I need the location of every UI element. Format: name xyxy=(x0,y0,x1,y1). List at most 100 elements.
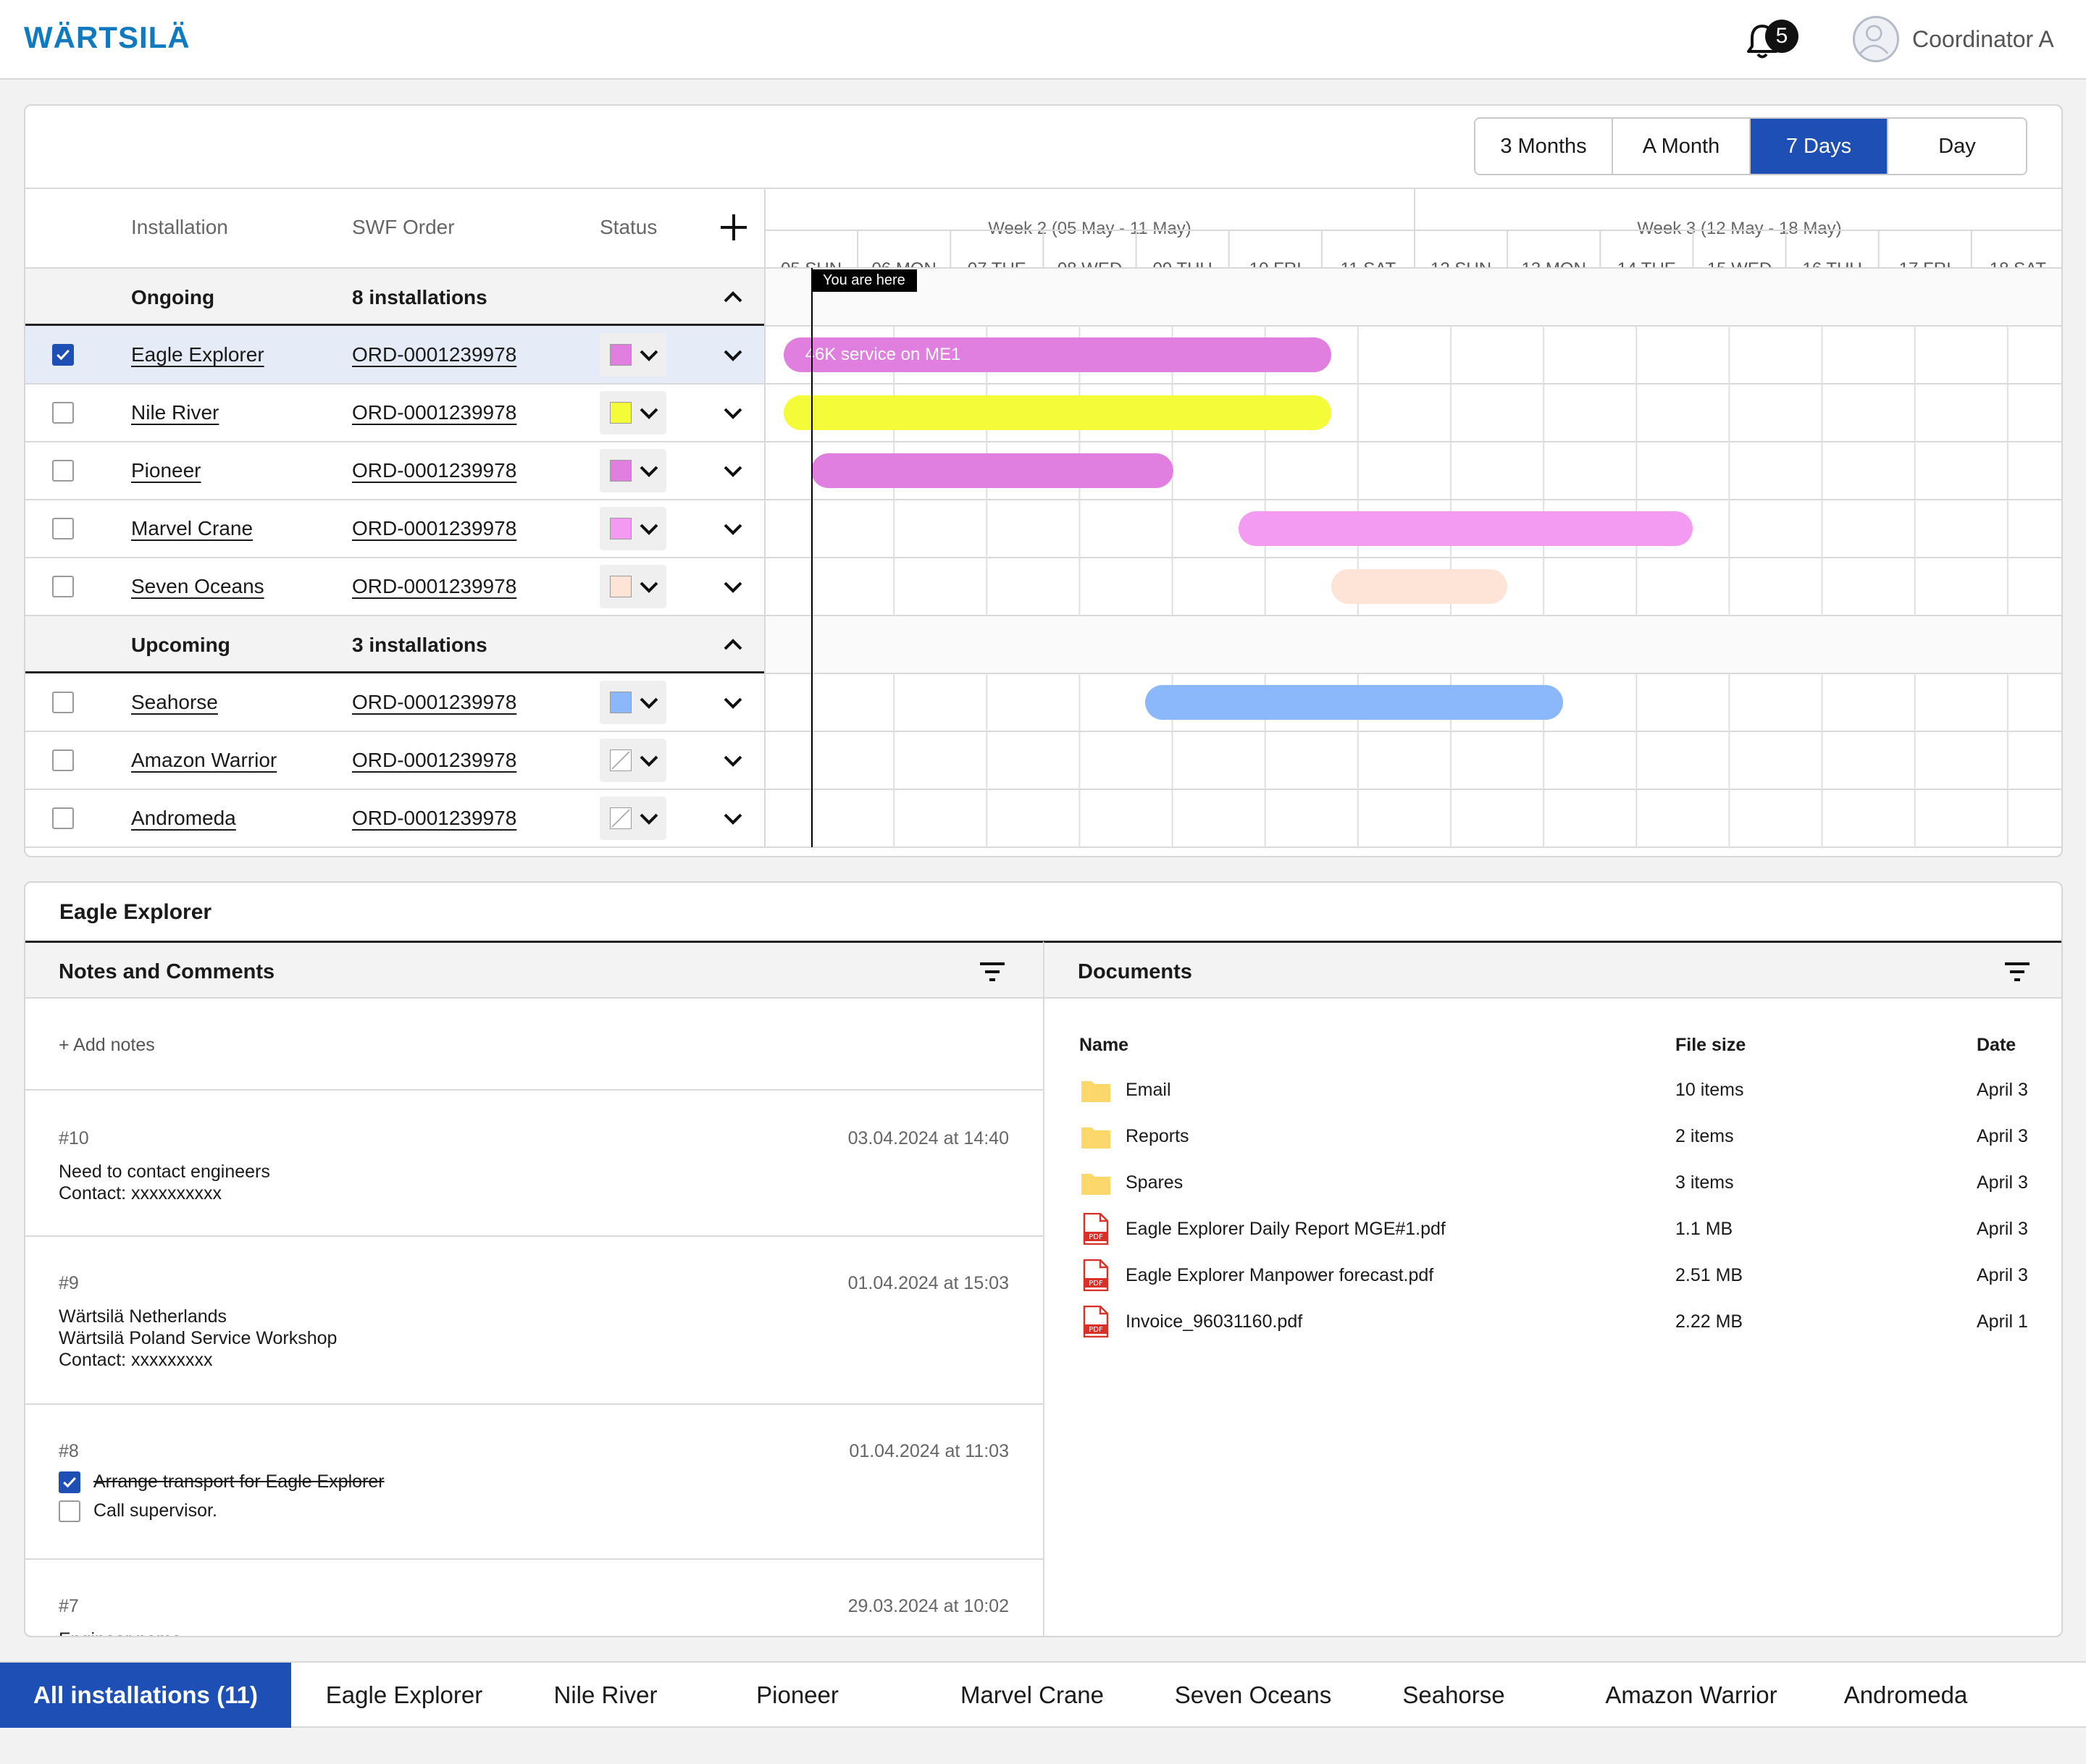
expand-row-chevron-icon[interactable] xyxy=(721,459,745,482)
group-row-upcoming[interactable]: Upcoming 3 installations xyxy=(25,616,765,673)
chevron-up-icon[interactable] xyxy=(721,633,745,656)
doc-column-size[interactable]: File size xyxy=(1675,1035,1746,1055)
installation-name-link[interactable]: Amazon Warrior xyxy=(131,749,277,771)
tab-seven-oceans[interactable]: Seven Oceans xyxy=(1174,1681,1332,1708)
swf-order-link[interactable]: ORD-0001239978 xyxy=(352,807,517,829)
range-day[interactable]: Day xyxy=(1888,119,2026,174)
row-checkbox[interactable] xyxy=(52,692,74,713)
note-item[interactable]: #8 01.04.2024 at 11:03 Arrange transport… xyxy=(25,1403,1043,1558)
schedule-bar[interactable] xyxy=(1145,685,1564,720)
avatar[interactable] xyxy=(1853,16,1899,62)
app-header: WÄRTSILÄ 5 Coordinator A xyxy=(0,0,2086,80)
schedule-bar[interactable] xyxy=(1238,511,1693,546)
installation-name-link[interactable]: Seven Oceans xyxy=(131,575,264,597)
note-item[interactable]: #7 29.03.2024 at 10:02 Engineer name xyxy=(25,1558,1043,1636)
doc-name[interactable]: Eagle Explorer Daily Report MGE#1.pdf xyxy=(1126,1219,1446,1239)
schedule-bar[interactable] xyxy=(811,453,1173,488)
tab-marvel-crane[interactable]: Marvel Crane xyxy=(960,1681,1105,1708)
filter-icon[interactable] xyxy=(979,960,1006,983)
installation-row[interactable]: Pioneer ORD-0001239978 xyxy=(25,442,765,500)
range-3-months[interactable]: 3 Months xyxy=(1475,119,1613,174)
tab-andromeda[interactable]: Andromeda xyxy=(1843,1681,1968,1708)
status-color-picker[interactable] xyxy=(600,739,666,782)
tab-nile-river[interactable]: Nile River xyxy=(553,1681,658,1708)
schedule-bar[interactable]: 46K service on ME1 xyxy=(783,337,1331,372)
column-installation[interactable]: Installation xyxy=(131,216,228,238)
tab-amazon-warrior[interactable]: Amazon Warrior xyxy=(1605,1681,1777,1708)
doc-name[interactable]: Email xyxy=(1126,1080,1171,1100)
row-checkbox[interactable] xyxy=(52,402,74,424)
column-status[interactable]: Status xyxy=(600,216,658,238)
range-7-days[interactable]: 7 Days xyxy=(1751,119,1888,174)
expand-row-chevron-icon[interactable] xyxy=(721,401,745,424)
todo-checkbox[interactable] xyxy=(59,1471,80,1493)
row-checkbox[interactable] xyxy=(52,344,74,366)
installation-name-link[interactable]: Eagle Explorer xyxy=(131,343,264,366)
add-installation-icon[interactable] xyxy=(719,213,748,242)
todo-checkbox[interactable] xyxy=(59,1500,80,1522)
expand-row-chevron-icon[interactable] xyxy=(721,691,745,714)
installation-row[interactable]: Eagle Explorer ORD-0001239978 xyxy=(25,326,765,384)
swf-order-link[interactable]: ORD-0001239978 xyxy=(352,401,517,424)
status-color-picker[interactable] xyxy=(600,565,666,608)
status-color-picker[interactable] xyxy=(600,797,666,840)
swf-order-link[interactable]: ORD-0001239978 xyxy=(352,343,517,366)
installation-name-link[interactable]: Nile River xyxy=(131,401,219,424)
doc-name[interactable]: Invoice_96031160.pdf xyxy=(1126,1311,1303,1332)
row-checkbox[interactable] xyxy=(52,460,74,482)
swf-order-link[interactable]: ORD-0001239978 xyxy=(352,749,517,771)
status-swatch xyxy=(610,692,632,713)
expand-row-chevron-icon[interactable] xyxy=(721,343,745,366)
installation-row[interactable]: Amazon Warrior ORD-0001239978 xyxy=(25,731,765,789)
status-color-picker[interactable] xyxy=(600,681,666,724)
brand-logo[interactable]: WÄRTSILÄ xyxy=(24,20,190,54)
doc-name[interactable]: Eagle Explorer Manpower forecast.pdf xyxy=(1126,1265,1434,1285)
tab-seahorse[interactable]: Seahorse xyxy=(1402,1681,1505,1708)
installation-row[interactable]: Nile River ORD-0001239978 xyxy=(25,384,765,442)
status-color-picker[interactable] xyxy=(600,333,666,377)
range-a-month[interactable]: A Month xyxy=(1613,119,1751,174)
schedule-bar[interactable] xyxy=(1331,569,1508,604)
installation-row[interactable]: Seahorse ORD-0001239978 xyxy=(25,673,765,731)
user-name[interactable]: Coordinator A xyxy=(1912,26,2054,52)
swf-order-link[interactable]: ORD-0001239978 xyxy=(352,691,517,713)
note-item[interactable]: #10 03.04.2024 at 14:40 Need to contact … xyxy=(25,1089,1043,1235)
installation-name-link[interactable]: Pioneer xyxy=(131,459,201,482)
installation-name-link[interactable]: Seahorse xyxy=(131,691,218,713)
expand-row-chevron-icon[interactable] xyxy=(721,517,745,540)
chevron-up-icon[interactable] xyxy=(721,285,745,308)
row-checkbox[interactable] xyxy=(52,807,74,829)
status-color-picker[interactable] xyxy=(600,391,666,434)
filter-icon[interactable] xyxy=(2003,960,2031,983)
group-row-ongoing[interactable]: Ongoing 8 installations xyxy=(25,268,765,326)
installation-name-link[interactable]: Andromeda xyxy=(131,807,236,829)
installation-row[interactable]: Marvel Crane ORD-0001239978 xyxy=(25,500,765,558)
status-color-picker[interactable] xyxy=(600,449,666,492)
doc-name[interactable]: Reports xyxy=(1126,1126,1189,1146)
tab-all-installations[interactable]: All installations (11) xyxy=(0,1663,291,1728)
installation-row[interactable]: Seven Oceans ORD-0001239978 xyxy=(25,558,765,616)
installation-row[interactable]: Andromeda ORD-0001239978 xyxy=(25,789,765,847)
row-checkbox[interactable] xyxy=(52,576,74,597)
status-color-picker[interactable] xyxy=(600,507,666,550)
expand-row-chevron-icon[interactable] xyxy=(721,749,745,772)
row-checkbox[interactable] xyxy=(52,518,74,539)
row-checkbox[interactable] xyxy=(52,749,74,771)
installation-name-link[interactable]: Marvel Crane xyxy=(131,517,254,539)
note-item[interactable]: #9 01.04.2024 at 15:03 Wärtsilä Netherla… xyxy=(25,1235,1043,1403)
swf-order-link[interactable]: ORD-0001239978 xyxy=(352,517,517,539)
tab-pioneer[interactable]: Pioneer xyxy=(756,1681,839,1708)
add-notes-button[interactable]: + Add notes xyxy=(59,1035,155,1055)
doc-column-date[interactable]: Date xyxy=(1977,1035,2016,1055)
doc-name[interactable]: Spares xyxy=(1126,1172,1184,1193)
column-swf-order[interactable]: SWF Order xyxy=(352,216,455,238)
notification-badge[interactable]: 5 xyxy=(1765,20,1798,53)
checkmark-icon xyxy=(56,349,70,361)
expand-row-chevron-icon[interactable] xyxy=(721,575,745,598)
swf-order-link[interactable]: ORD-0001239978 xyxy=(352,459,517,482)
schedule-bar[interactable] xyxy=(783,395,1331,430)
tab-eagle-explorer[interactable]: Eagle Explorer xyxy=(325,1681,483,1708)
doc-column-name[interactable]: Name xyxy=(1079,1035,1129,1055)
swf-order-link[interactable]: ORD-0001239978 xyxy=(352,575,517,597)
expand-row-chevron-icon[interactable] xyxy=(721,807,745,830)
